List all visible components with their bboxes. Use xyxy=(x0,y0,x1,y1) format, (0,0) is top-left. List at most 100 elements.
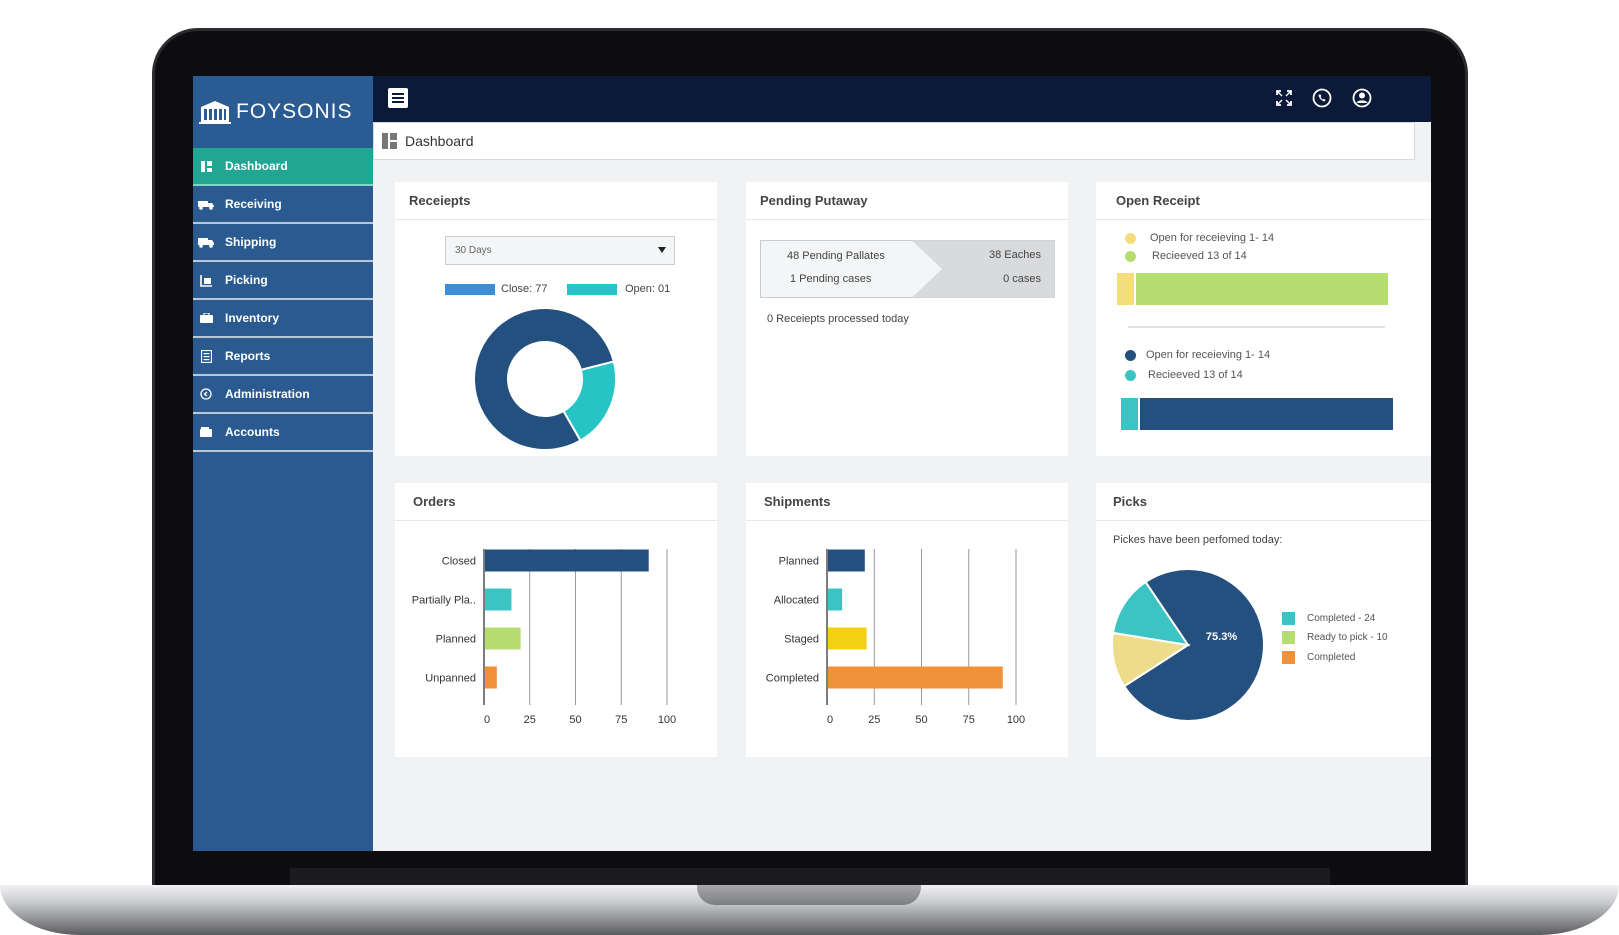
legend-swatch xyxy=(1282,612,1295,625)
legend-label: Ready to pick - 10 xyxy=(1307,632,1388,643)
card-title: Receiepts xyxy=(395,182,717,220)
brand-name: FOYSONIS xyxy=(236,100,353,123)
receipt-progress-bar xyxy=(1117,273,1388,305)
legend-item: Completed - 24 xyxy=(1282,612,1375,625)
pending-putaway-card: Pending Putaway 48 Pending Pallates 1 Pe… xyxy=(746,182,1068,456)
bar xyxy=(828,588,843,611)
receipts-card: Receiepts 30 Days Close: 77 Open: 01 xyxy=(395,182,717,456)
legend-dot xyxy=(1125,251,1136,262)
legend-item: Close: 77 xyxy=(445,283,547,295)
legend-label: Open: 01 xyxy=(625,283,671,295)
sidebar-item-label: Dashboard xyxy=(225,159,288,173)
legend-dot xyxy=(1125,370,1136,381)
divider xyxy=(1128,326,1385,328)
card-title: Picks xyxy=(1096,483,1431,521)
legend-item: Open: 01 xyxy=(567,283,670,295)
sidebar-item-label: Reports xyxy=(225,349,271,363)
chevron-down-icon xyxy=(658,247,666,253)
legend-swatch xyxy=(445,283,495,295)
legend-label: Open for receieving 1- 14 xyxy=(1150,232,1275,244)
period-select-value: 30 Days xyxy=(455,245,492,256)
sidebar-item-label: Picking xyxy=(225,273,268,287)
wallet-icon xyxy=(197,425,215,439)
open-receipt-card: Open Receipt Open for receieving 1- 14 R… xyxy=(1096,182,1431,456)
putaway-summary: 48 Pending Pallates 1 Pending cases 38 E… xyxy=(760,240,1055,298)
laptop-notch xyxy=(697,885,921,905)
truck-icon xyxy=(197,197,215,211)
sidebar-item-label: Receiving xyxy=(225,197,282,211)
legend-dot xyxy=(1125,233,1136,244)
bar xyxy=(828,666,1003,689)
category-label: Completed xyxy=(766,673,819,685)
sidebar-item-inventory[interactable]: Inventory xyxy=(193,300,373,338)
tick-label: 75 xyxy=(963,714,975,726)
brand[interactable]: FOYSONIS xyxy=(193,76,373,148)
legend-label: Open for receieving 1- 14 xyxy=(1146,349,1271,361)
inventory-icon xyxy=(197,311,215,325)
legend-item: Ready to pick - 10 xyxy=(1282,631,1388,644)
pie-data-label: 75.3% xyxy=(1206,631,1237,643)
sidebar-item-dashboard[interactable]: Dashboard xyxy=(193,148,373,186)
pie-slice xyxy=(1111,580,1191,647)
bar-chart-svg: 0 25 50 75 100 Closed Partially Pla.. Planned Un… xyxy=(412,549,676,726)
bar xyxy=(485,588,512,611)
shipments-bar-chart: 0 25 50 75 100 Planned Allocated Staged Complete… xyxy=(746,483,1068,757)
bar xyxy=(485,549,649,572)
fullscreen-icon[interactable] xyxy=(1272,86,1296,110)
progress-segment xyxy=(1117,273,1135,305)
bar xyxy=(828,549,865,572)
truck-icon xyxy=(197,235,215,249)
orders-bar-chart: 0 25 50 75 100 Closed Partially Pla.. Planned Un… xyxy=(395,483,717,757)
category-label: Partially Pla.. xyxy=(412,595,476,607)
tick-label: 25 xyxy=(524,714,536,726)
progress-segment xyxy=(1121,398,1139,430)
support-icon[interactable] xyxy=(1310,86,1334,110)
menu-icon[interactable] xyxy=(388,88,408,108)
card-title: Shipments xyxy=(746,483,1068,521)
admin-icon xyxy=(197,387,215,401)
eaches: 38 Eaches xyxy=(989,249,1041,261)
sidebar-item-label: Inventory xyxy=(225,311,280,325)
cases: 0 cases xyxy=(1003,273,1041,285)
bar xyxy=(485,666,497,689)
sidebar-item-accounts[interactable]: Accounts xyxy=(193,414,373,452)
putaway-arrow-shape xyxy=(760,240,1055,298)
card-title: Open Receipt xyxy=(1096,182,1431,220)
legend-label: Recieeved 13 of 14 xyxy=(1152,250,1247,262)
bar-chart-svg: 0 25 50 75 100 Planned Allocated Staged Complete… xyxy=(766,549,1025,726)
tick-label: 75 xyxy=(615,714,627,726)
sidebar-item-receiving[interactable]: Receiving xyxy=(193,186,373,224)
receipts-donut-chart xyxy=(473,307,617,451)
sidebar-item-picking[interactable]: Picking xyxy=(193,262,373,300)
legend-label: Recieeved 13 of 14 xyxy=(1148,369,1243,381)
pie-slice xyxy=(1122,568,1265,722)
bar xyxy=(485,627,521,650)
tick-label: 100 xyxy=(1007,714,1025,726)
orders-card: Orders 0 25 50 75 100 Closed Partially Pla.. Pl… xyxy=(395,483,717,757)
dashboard-icon xyxy=(197,159,215,173)
user-icon[interactable] xyxy=(1350,86,1374,110)
sidebar-item-shipping[interactable]: Shipping xyxy=(193,224,373,262)
period-select[interactable]: 30 Days xyxy=(445,236,675,265)
card-title: Pending Putaway xyxy=(746,182,1068,220)
legend-label: Completed - 24 xyxy=(1307,613,1376,624)
sidebar-item-reports[interactable]: Reports xyxy=(193,338,373,376)
picks-subtitle: Pickes have been perfomed today: xyxy=(1113,534,1283,546)
progress-segment xyxy=(1136,273,1388,305)
legend-dot xyxy=(1125,350,1136,361)
pie-slice xyxy=(473,307,616,451)
receipt-progress-bar xyxy=(1121,398,1393,430)
warehouse-logo-icon xyxy=(199,101,231,124)
shipments-card: Shipments 0 25 50 75 100 Planned Allocated Stag… xyxy=(746,483,1068,757)
card-title: Orders xyxy=(395,483,717,521)
progress-segment xyxy=(1140,398,1393,430)
tick-label: 25 xyxy=(868,714,880,726)
pending-cases: 1 Pending cases xyxy=(790,273,872,285)
receipts-processed: 0 Receiepts processed today xyxy=(767,313,909,325)
legend-label: Completed xyxy=(1307,652,1356,663)
category-label: Closed xyxy=(442,556,476,568)
sidebar-item-administration[interactable]: Administration xyxy=(193,376,373,414)
laptop-hinge xyxy=(290,868,1330,886)
category-label: Planned xyxy=(779,556,819,568)
tick-label: 50 xyxy=(569,714,581,726)
